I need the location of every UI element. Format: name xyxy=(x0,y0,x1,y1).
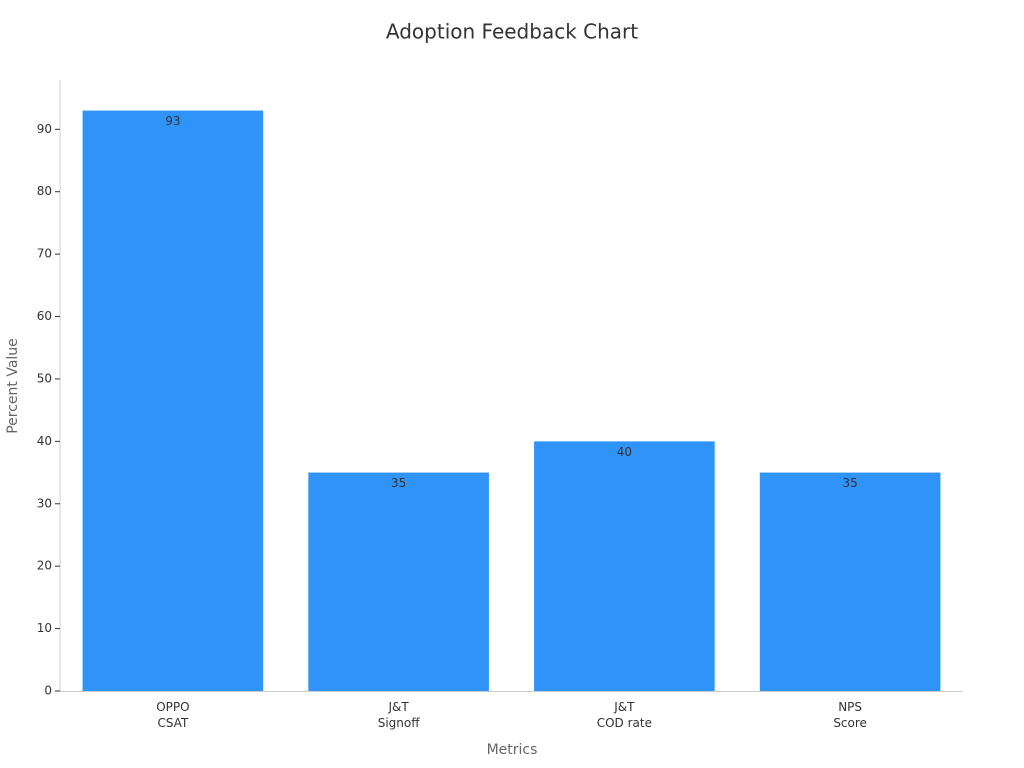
x-tick-label: J&T Signoff xyxy=(378,700,421,730)
y-tick-label: 80 xyxy=(37,184,52,198)
y-axis-label: Percent Value xyxy=(5,338,21,434)
x-tick-label: NPS Score xyxy=(833,700,867,730)
value-label: 35 xyxy=(391,476,406,490)
value-label: 93 xyxy=(165,114,180,128)
y-tick-label: 50 xyxy=(37,371,52,385)
value-label: 40 xyxy=(617,445,632,459)
chart-title: Adoption Feedback Chart xyxy=(386,20,638,44)
y-tick-label: 60 xyxy=(37,309,52,323)
bar xyxy=(82,110,264,692)
y-tick-label: 10 xyxy=(37,621,52,635)
bar xyxy=(534,441,715,691)
y-tick-label: 90 xyxy=(37,122,52,136)
bar xyxy=(759,472,941,691)
y-tick-label: 0 xyxy=(44,684,52,698)
x-tick-label: OPPO CSAT xyxy=(156,700,189,730)
x-axis-label: Metrics xyxy=(487,742,538,758)
y-tick-label: 30 xyxy=(37,496,52,510)
y-tick-label: 20 xyxy=(37,559,52,573)
x-tick-label: J&T COD rate xyxy=(597,700,652,730)
y-tick-label: 70 xyxy=(37,247,52,261)
bar xyxy=(308,472,489,691)
y-tick-label: 40 xyxy=(37,434,52,448)
value-label: 35 xyxy=(842,476,857,490)
